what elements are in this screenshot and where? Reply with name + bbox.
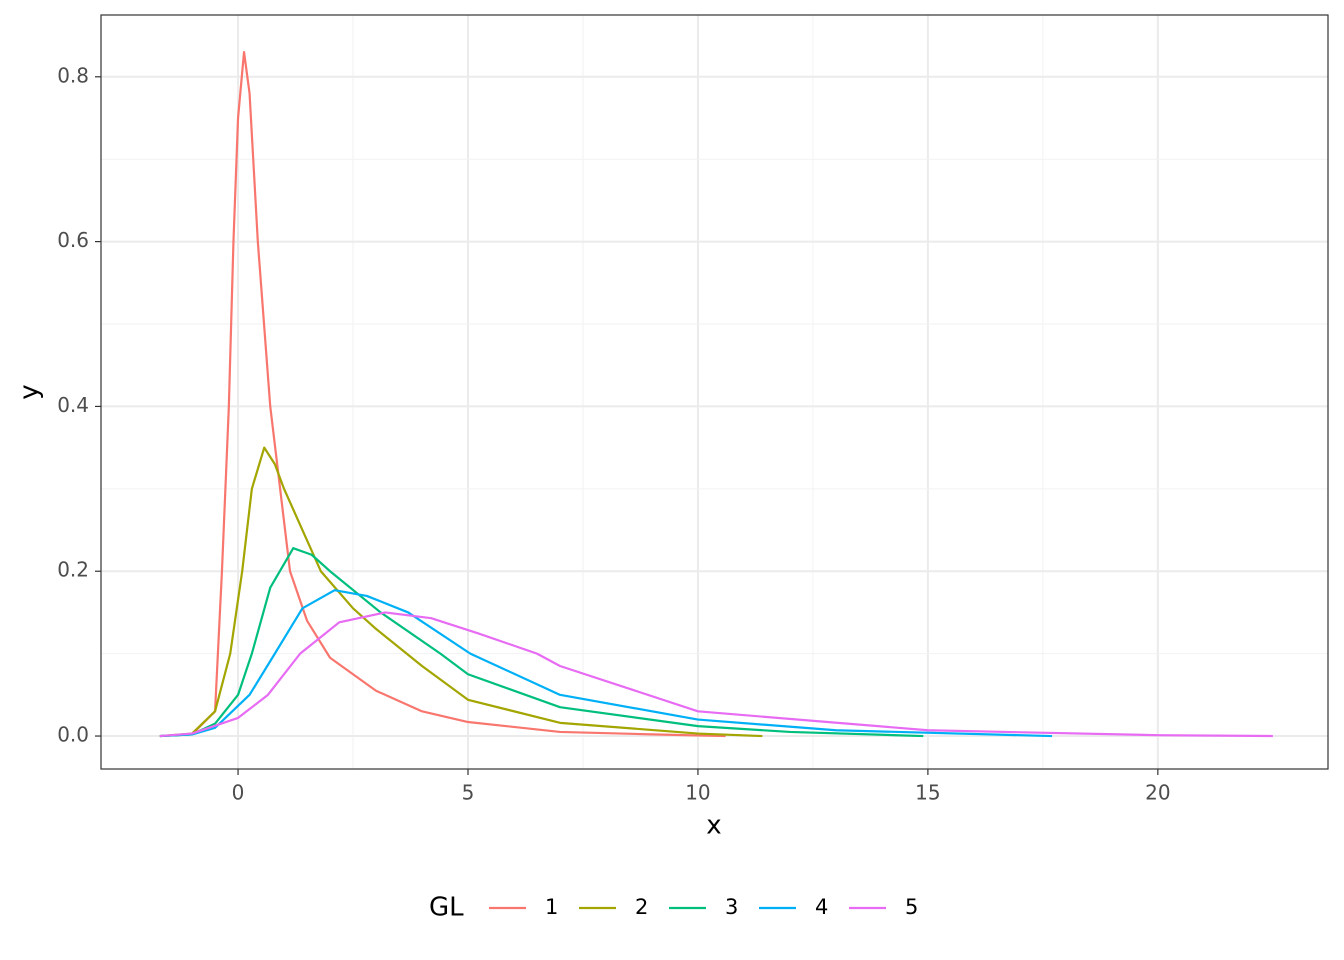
y-axis-title: y — [15, 384, 45, 399]
lines — [159, 50, 1273, 738]
y-tick-label: 0.2 — [57, 558, 89, 582]
x-tick-label: 5 — [462, 781, 475, 805]
legend: GL 1 2 3 4 5 — [429, 893, 918, 923]
x-axis-title: x — [706, 811, 721, 841]
y-tick-label: 0.8 — [57, 63, 89, 87]
legend-title: GL — [429, 893, 464, 923]
series-line — [159, 589, 1053, 738]
y-tick-label: 0.4 — [57, 393, 89, 417]
legend-label: 5 — [905, 895, 918, 919]
legend-label: 1 — [545, 895, 558, 919]
y-tick-label: 0.6 — [57, 228, 89, 252]
series-line — [159, 547, 924, 738]
grid — [101, 15, 1328, 769]
legend-label: 2 — [635, 895, 648, 919]
x-tick-label: 10 — [685, 781, 710, 805]
x-tick-label: 20 — [1145, 781, 1170, 805]
x-tick-label: 0 — [232, 781, 245, 805]
series-line — [159, 611, 1273, 738]
y-tick-label: 0.0 — [57, 723, 89, 747]
legend-label: 3 — [725, 895, 738, 919]
series-line — [159, 50, 726, 738]
legend-label: 4 — [815, 895, 828, 919]
panel-border — [100, 14, 1329, 770]
series-line — [159, 446, 763, 738]
x-tick-label: 15 — [915, 781, 940, 805]
